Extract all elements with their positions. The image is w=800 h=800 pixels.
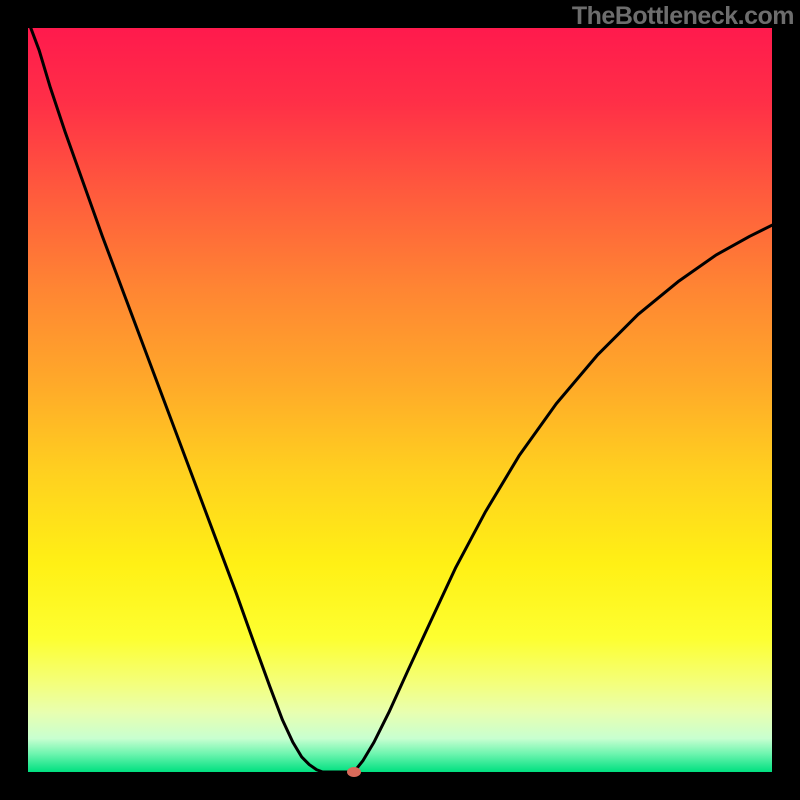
curve-svg [28,28,772,772]
minimum-marker [347,767,361,777]
curve-left-branch [28,21,354,772]
chart-container: TheBottleneck.com [0,0,800,800]
curve-right-branch [354,225,772,772]
watermark-text: TheBottleneck.com [572,2,794,31]
plot-area [28,28,772,772]
